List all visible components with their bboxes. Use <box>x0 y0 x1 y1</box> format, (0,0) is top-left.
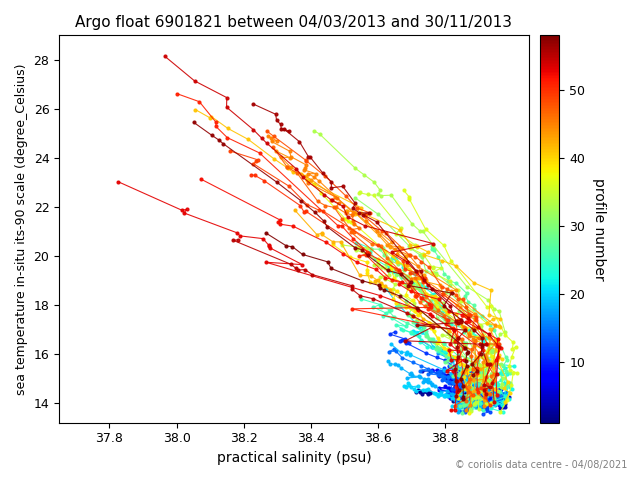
Text: © coriolis data centre - 04/08/2021: © coriolis data centre - 04/08/2021 <box>455 460 627 470</box>
X-axis label: practical salinity (psu): practical salinity (psu) <box>217 451 371 465</box>
Y-axis label: profile number: profile number <box>592 178 606 280</box>
Title: Argo float 6901821 between 04/03/2013 and 30/11/2013: Argo float 6901821 between 04/03/2013 an… <box>76 15 513 30</box>
Y-axis label: sea temperature in-situ its-90 scale (degree_Celsius): sea temperature in-situ its-90 scale (de… <box>15 63 28 395</box>
